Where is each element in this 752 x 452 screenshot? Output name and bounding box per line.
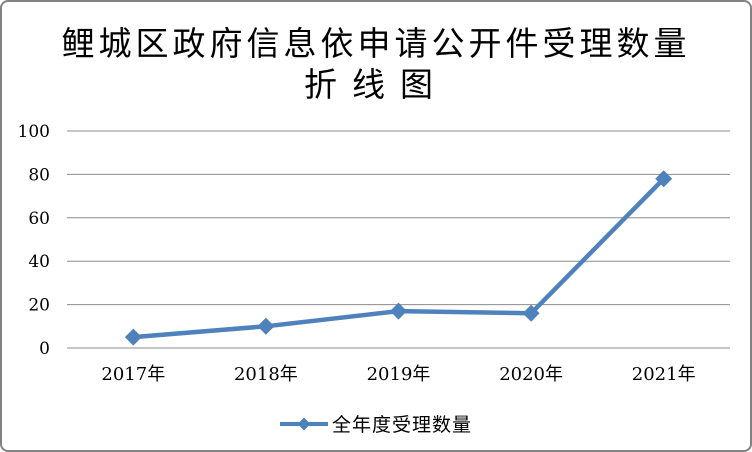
legend-diamond-icon	[297, 417, 311, 430]
data-point-marker	[655, 170, 673, 188]
chart-subtitle: 折线图	[304, 65, 448, 104]
x-category-label: 2021年	[632, 364, 696, 385]
x-category-label: 2018年	[234, 364, 298, 385]
y-tick-label: 40	[28, 252, 50, 272]
data-point-marker	[257, 317, 275, 335]
data-point-marker	[522, 304, 540, 322]
chart-title-block: 鲤城区政府信息依申请公开件受理数量 折线图	[2, 24, 750, 105]
x-category-label: 2020年	[499, 364, 563, 385]
y-tick-label: 80	[28, 165, 50, 185]
y-tick-label: 60	[28, 209, 50, 229]
line-chart: 0 20 40 60 80 100 2017年 2018年 2019年 2020年 2021年	[18, 122, 730, 385]
legend-series-label: 全年度受理数量	[331, 414, 472, 436]
y-tick-label: 100	[18, 122, 50, 142]
x-category-label: 2019年	[367, 364, 431, 385]
data-point-marker	[390, 302, 407, 320]
legend-line-marker-icon	[279, 417, 328, 430]
data-point-marker	[124, 328, 142, 346]
y-tick-label: 0	[39, 339, 50, 359]
x-category-label: 2017年	[101, 364, 165, 385]
y-tick-label: 20	[28, 296, 50, 316]
chart-legend: 全年度受理数量	[2, 410, 750, 437]
chart-title: 鲤城区政府信息依申请公开件受理数量	[61, 24, 691, 63]
